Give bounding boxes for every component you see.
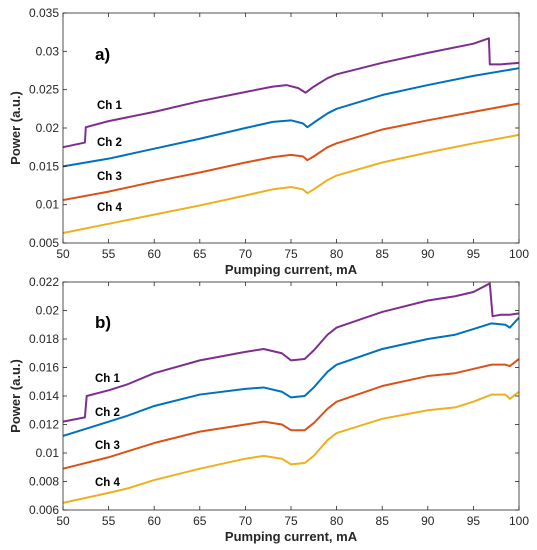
x-tick-label: 80 bbox=[330, 247, 344, 261]
x-tick-label: 50 bbox=[56, 247, 70, 261]
series-line-ch2 bbox=[62, 67, 520, 168]
x-tick-label: 65 bbox=[193, 247, 207, 261]
x-tick-label: 55 bbox=[102, 247, 116, 261]
channel-label-ch4: Ch 4 bbox=[97, 202, 123, 214]
y-tick-label: 0.03 bbox=[36, 44, 60, 58]
channel-label-ch3: Ch 3 bbox=[95, 440, 120, 452]
y-tick-label: 0.012 bbox=[29, 418, 59, 432]
x-tick-label: 90 bbox=[421, 514, 435, 528]
y-tick-label: 0.01 bbox=[36, 198, 60, 212]
y-tick-label: 0.025 bbox=[29, 83, 59, 97]
series-line-ch2 bbox=[62, 316, 520, 437]
x-tick-label: 100 bbox=[509, 247, 529, 261]
y-tick-label: 0.016 bbox=[29, 361, 59, 375]
x-axis-label: Pumping current, mA bbox=[225, 529, 358, 544]
x-tick-label: 75 bbox=[284, 514, 298, 528]
y-tick-label: 0.008 bbox=[29, 475, 59, 489]
channel-label-ch1: Ch 1 bbox=[97, 100, 123, 112]
panel-a: 50 55 60 65 70 75 80 85 90 95 100 0.005 0.01 0.015 0.0… bbox=[8, 6, 529, 277]
plot-area bbox=[63, 13, 519, 243]
y-tick-label: 0.014 bbox=[29, 389, 59, 403]
y-tick-label: 0.005 bbox=[29, 236, 59, 250]
y-axis-label: Power (a.u.) bbox=[8, 359, 23, 433]
x-tick-label: 80 bbox=[330, 514, 344, 528]
series-line-ch4 bbox=[62, 390, 520, 504]
y-tick-label: 0.02 bbox=[36, 304, 60, 318]
x-tick-label: 85 bbox=[376, 247, 390, 261]
x-tick-label: 60 bbox=[148, 247, 162, 261]
x-tick-label: 70 bbox=[239, 514, 253, 528]
panel-b: 50 55 60 65 70 75 80 85 90 95 100 0.006 0.008 0.01 0.0… bbox=[8, 275, 529, 544]
x-tick-label: 85 bbox=[376, 514, 390, 528]
y-tick-label: 0.035 bbox=[29, 6, 59, 20]
plot-area bbox=[63, 282, 519, 510]
y-axis-label: Power (a.u.) bbox=[8, 91, 23, 165]
y-tick-label: 0.018 bbox=[29, 332, 59, 346]
x-tick-label: 50 bbox=[56, 514, 70, 528]
series-line-ch3 bbox=[62, 102, 520, 202]
series-line-ch3 bbox=[62, 358, 520, 470]
channel-label-ch2: Ch 2 bbox=[95, 407, 120, 419]
series-line-ch4 bbox=[62, 133, 520, 235]
x-axis-label: Pumping current, mA bbox=[225, 262, 358, 277]
y-tick-label: 0.006 bbox=[29, 503, 59, 517]
y-tick-label: 0.01 bbox=[36, 446, 60, 460]
x-tick-label: 100 bbox=[509, 514, 529, 528]
channel-label-ch2: Ch 2 bbox=[97, 137, 122, 149]
x-tick-label: 90 bbox=[421, 247, 435, 261]
series-line-ch1 bbox=[62, 37, 520, 149]
x-tick-label: 65 bbox=[193, 514, 207, 528]
y-tick-label: 0.02 bbox=[36, 121, 60, 135]
channel-label-ch3: Ch 3 bbox=[97, 171, 122, 183]
x-tick-label: 95 bbox=[467, 514, 481, 528]
channel-label-ch1: Ch 1 bbox=[95, 373, 121, 385]
x-tick-label: 55 bbox=[102, 514, 116, 528]
y-tick-label: 0.015 bbox=[29, 159, 59, 173]
x-tick-label: 70 bbox=[239, 247, 253, 261]
x-tick-label: 60 bbox=[148, 514, 162, 528]
panel-label: b) bbox=[95, 313, 111, 332]
x-tick-label: 95 bbox=[467, 247, 481, 261]
series-line-ch1 bbox=[62, 282, 520, 423]
y-tick-label: 0.022 bbox=[29, 275, 59, 289]
channel-label-ch4: Ch 4 bbox=[95, 477, 121, 489]
x-tick-label: 75 bbox=[284, 247, 298, 261]
panel-label: a) bbox=[95, 45, 110, 64]
